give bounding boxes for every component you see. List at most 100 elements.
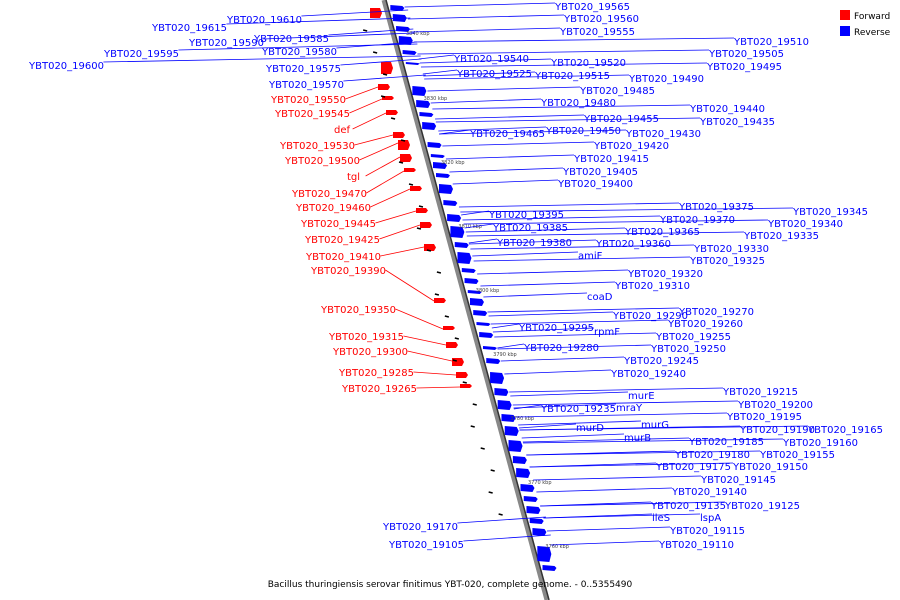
- forward-gene: [446, 342, 458, 348]
- reverse-gene: [501, 414, 516, 422]
- forward-label-leader: [365, 156, 401, 177]
- reverse-gene-label: YBT020_19235: [540, 404, 616, 415]
- reverse-label-leader: [422, 69, 458, 75]
- reverse-label-leader: [510, 391, 629, 397]
- reverse-gene-label: YBT020_19595: [103, 49, 179, 60]
- reverse-gene-label: YBT020_19575: [265, 64, 341, 75]
- reverse-gene-label: YBT020_19325: [689, 256, 765, 267]
- minor-feature: [498, 513, 503, 516]
- reverse-label-leader: [523, 438, 784, 444]
- reverse-gene: [412, 86, 427, 96]
- reverse-gene-label: YBT020_19415: [573, 154, 649, 165]
- reverse-gene-label: YBT020_19520: [550, 58, 626, 69]
- reverse-gene-label: ileS: [652, 513, 670, 524]
- reverse-gene-label: YBT020_19565: [554, 2, 630, 13]
- reverse-label-leader: [522, 437, 690, 443]
- reverse-label-leader: [512, 400, 739, 406]
- forward-gene: [434, 298, 446, 303]
- forward-label-leader: [366, 170, 405, 194]
- reverse-label-leader: [469, 239, 597, 245]
- reverse-label-leader: [411, 27, 561, 33]
- reverse-gene-label: YBT020_19170: [382, 522, 458, 533]
- reverse-gene-label: YBT020_19340: [767, 219, 843, 230]
- reverse-label-leader: [460, 207, 794, 213]
- minor-feature: [434, 293, 440, 296]
- reverse-gene-label: YBT020_19490: [628, 74, 704, 85]
- reverse-gene: [454, 242, 469, 248]
- reverse-gene-label: coaD: [587, 292, 613, 303]
- reverse-gene-label: YBT020_19560: [563, 14, 639, 25]
- forward-label-leader: [359, 142, 399, 161]
- reverse-gene: [497, 400, 512, 410]
- reverse-gene-label: YBT020_19295: [518, 323, 594, 334]
- reverse-label-leader: [540, 501, 726, 507]
- forward-gene-label: tgl: [347, 172, 360, 183]
- reverse-gene-label: YBT020_19330: [693, 244, 769, 255]
- reverse-gene-label: murE: [628, 391, 655, 402]
- reverse-gene-label: YBT020_19135: [650, 501, 726, 512]
- reverse-label-leader: [427, 86, 581, 92]
- reverse-gene-label: YBT020_19370: [659, 215, 735, 226]
- reverse-gene: [416, 100, 431, 108]
- reverse-label-leader: [430, 98, 542, 104]
- reverse-label-leader: [439, 129, 627, 135]
- minor-feature: [390, 117, 396, 120]
- reverse-gene: [476, 322, 491, 326]
- forward-gene-label: YBT020_19350: [320, 305, 396, 316]
- reverse-gene-label: YBT020_19495: [706, 62, 782, 73]
- forward-gene-label: YBT020_19550: [270, 95, 346, 106]
- reverse-label-leader: [404, 2, 556, 8]
- minor-feature: [472, 403, 477, 406]
- forward-gene: [400, 154, 412, 162]
- reverse-label-leader: [418, 54, 455, 60]
- forward-gene-label: YBT020_19545: [274, 109, 350, 120]
- minor-feature: [416, 227, 422, 230]
- reverse-label-leader: [513, 403, 617, 409]
- reverse-gene: [490, 372, 505, 384]
- reverse-gene: [486, 358, 501, 364]
- minor-feature: [362, 29, 368, 32]
- reverse-gene-label: YBT020_19140: [671, 487, 747, 498]
- reverse-gene-label: YBT020_19215: [722, 387, 798, 398]
- reverse-gene: [443, 200, 458, 206]
- reverse-label-leader: [301, 9, 409, 17]
- reverse-label-leader: [494, 332, 657, 338]
- reverse-gene: [457, 252, 472, 264]
- reverse-label-leader: [328, 28, 414, 36]
- reverse-gene-label: YBT020_19405: [562, 167, 638, 178]
- reverse-gene-label: YBT020_19190: [739, 425, 815, 436]
- reverse-label-leader: [487, 307, 680, 313]
- reverse-gene: [450, 226, 465, 238]
- reverse-label-leader: [462, 215, 661, 221]
- reverse-label-leader: [519, 425, 809, 431]
- reverse-label-leader: [438, 126, 547, 132]
- reverse-gene-label: lspA: [700, 513, 721, 524]
- forward-gene: [410, 186, 422, 191]
- reverse-gene-label: YBT020_19105: [388, 540, 464, 551]
- reverse-gene: [402, 50, 417, 55]
- reverse-label-leader: [423, 71, 536, 77]
- forward-label-leader: [413, 371, 457, 376]
- reverse-label-leader: [513, 404, 542, 410]
- reverse-gene: [508, 440, 523, 452]
- forward-gene-label: YBT020_19265: [341, 384, 417, 395]
- forward-gene: [404, 168, 416, 172]
- reverse-label-leader: [472, 251, 579, 257]
- reverse-gene: [542, 565, 557, 571]
- minor-feature: [426, 249, 432, 252]
- forward-gene: [381, 62, 393, 74]
- forward-gene: [456, 372, 468, 378]
- forward-gene-label: YBT020_19390: [310, 266, 386, 277]
- forward-gene-label: YBT020_19445: [300, 219, 376, 230]
- reverse-label-leader: [458, 202, 680, 208]
- forward-gene-label: def: [334, 125, 351, 136]
- reverse-gene-label: YBT020_19570: [268, 80, 344, 91]
- forward-label-leader: [379, 224, 421, 240]
- scale-tick-label: 3760 kbp: [545, 544, 569, 550]
- reverse-label-leader: [483, 292, 588, 298]
- reverse-label-leader: [488, 311, 614, 317]
- reverse-label-leader: [491, 323, 520, 329]
- reverse-label-leader: [407, 14, 565, 20]
- reverse-label-leader: [414, 37, 735, 43]
- reverse-label-leader: [424, 74, 630, 80]
